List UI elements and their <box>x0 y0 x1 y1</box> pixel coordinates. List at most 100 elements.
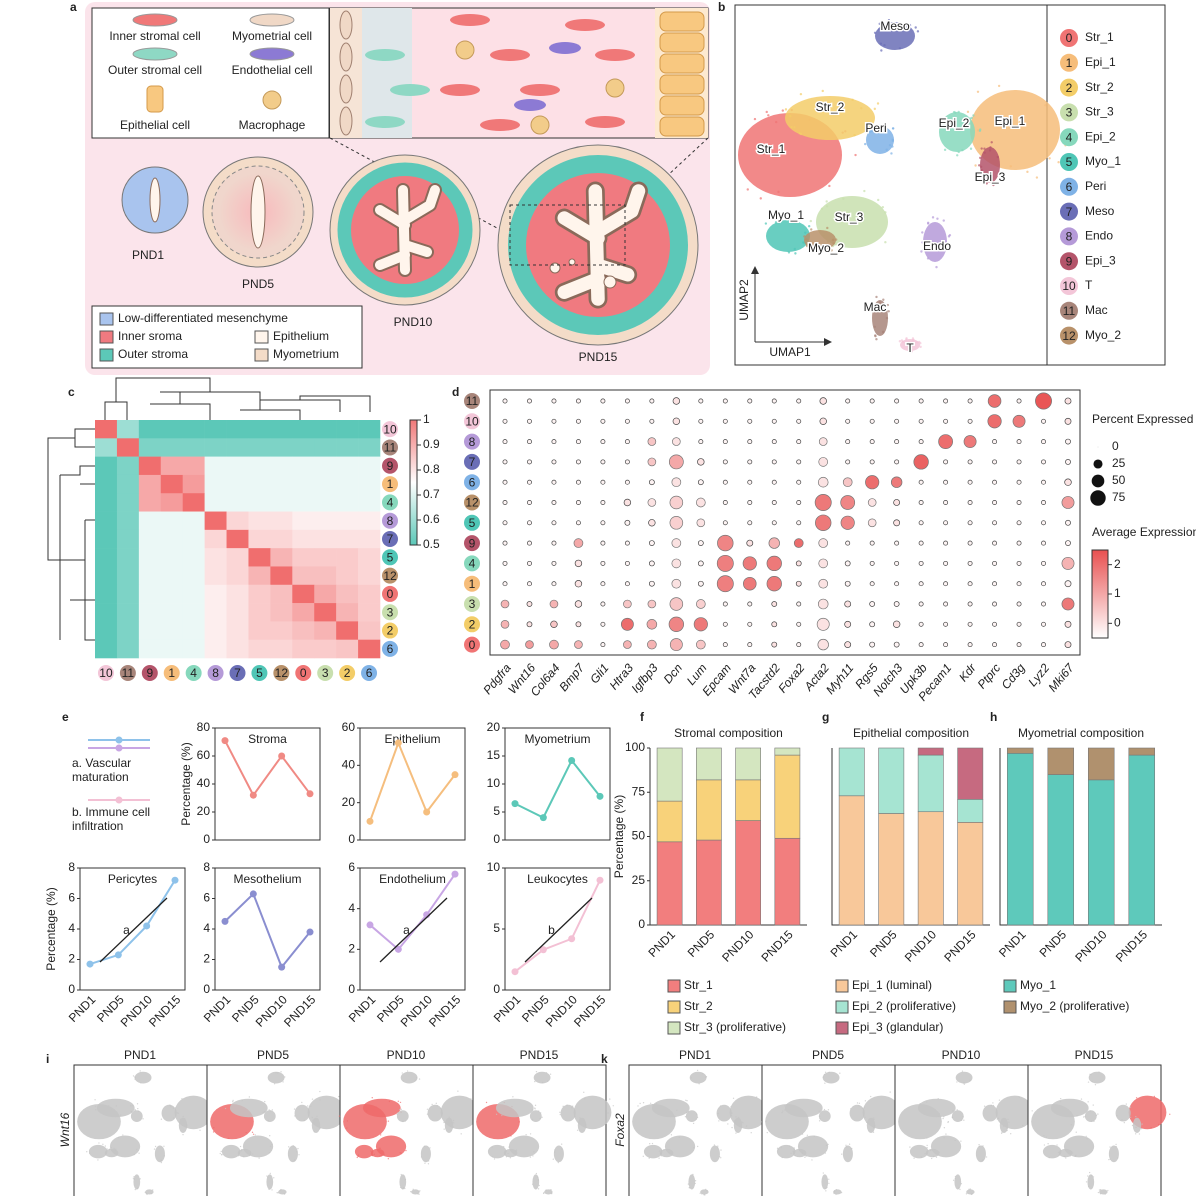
x-tick-label: PND15 <box>941 927 978 964</box>
heatmap-cell <box>160 420 183 439</box>
expression-dot <box>992 439 998 445</box>
cell-dot <box>268 1188 270 1191</box>
expression-dot <box>894 439 900 445</box>
cell-dot <box>951 1116 953 1118</box>
plot-frame <box>504 867 611 991</box>
cell-dot <box>1091 1174 1093 1177</box>
cell-dot <box>879 42 883 45</box>
cell-dot <box>917 340 921 344</box>
cell-dot <box>864 142 867 146</box>
col-label: 5 <box>256 666 263 680</box>
bar-segment <box>838 747 865 797</box>
heatmap-cell <box>95 474 118 494</box>
cell-dot <box>298 1154 300 1156</box>
cell-dot <box>860 106 863 110</box>
cell-dot <box>136 1148 138 1151</box>
y-tick-label: 6 <box>348 860 355 874</box>
expression-dot <box>890 476 903 488</box>
expression-dot <box>967 398 973 404</box>
expression-dot <box>747 621 753 627</box>
cell-dot <box>980 169 983 172</box>
legend-swatch <box>667 979 681 993</box>
panel-label: g <box>822 710 829 724</box>
cell-dot <box>887 310 890 313</box>
cell-dot <box>767 114 770 117</box>
tissue-swatch <box>254 348 269 362</box>
legend-point <box>115 796 123 804</box>
expression-dot <box>575 520 581 526</box>
expression-dot <box>722 479 728 485</box>
cell-dot <box>534 1104 537 1107</box>
cell-dot <box>878 22 881 26</box>
expression-dot <box>1065 540 1071 546</box>
expression-dot <box>747 642 753 648</box>
expression-dot <box>551 520 557 526</box>
cell-dot <box>307 1105 309 1107</box>
cell-dot <box>1108 1158 1110 1161</box>
heatmap-cell <box>138 511 162 531</box>
cell-dot <box>296 1151 298 1153</box>
cell-dot <box>1085 1181 1088 1183</box>
cell-dot <box>663 1149 665 1151</box>
cell-dot <box>183 1117 186 1120</box>
cell-dot <box>810 228 813 231</box>
expression-dot <box>623 640 632 649</box>
cell-dot <box>969 1079 971 1082</box>
cell-dot <box>1058 1154 1060 1156</box>
cell-dot <box>794 1154 796 1157</box>
heatmap-cell <box>160 456 183 476</box>
legend-marker <box>1060 53 1078 72</box>
cell-dot <box>983 147 986 150</box>
expression-dot <box>575 439 581 445</box>
expression-dot <box>671 538 682 548</box>
expression-dot <box>918 601 924 607</box>
cell-dot <box>266 1175 268 1177</box>
cell-dot <box>962 1116 964 1118</box>
expression-dot <box>845 398 851 404</box>
heatmap-cell <box>116 474 140 494</box>
cell-dot <box>938 1154 940 1156</box>
data-point <box>306 790 314 798</box>
heatmap-cell <box>248 621 271 640</box>
expression-dot <box>869 540 875 546</box>
cell-dot <box>891 139 895 143</box>
cell-dot <box>764 222 768 225</box>
cell-dot <box>264 1110 266 1113</box>
cell-dot <box>269 1110 272 1112</box>
expression-dot <box>992 621 998 627</box>
cell-cloud <box>821 1174 829 1190</box>
cell-dot <box>706 1189 708 1192</box>
expression-dot <box>943 459 949 465</box>
heatmap-cell <box>95 603 118 622</box>
bar-segment <box>735 747 761 781</box>
legend-id: 5 <box>1066 155 1073 169</box>
cell-dot <box>416 1077 418 1079</box>
heatmap-cell <box>358 603 381 622</box>
expression-dot <box>722 601 728 607</box>
cell-dot <box>794 252 797 255</box>
cell-dot <box>251 1153 254 1155</box>
expression-colorbar <box>1091 549 1109 639</box>
expression-dot <box>943 560 949 566</box>
expression-dot <box>771 479 777 485</box>
cell-dot <box>870 1095 872 1098</box>
heatmap-cell <box>292 603 315 622</box>
cell-dot <box>732 1097 735 1099</box>
heatmap-cell <box>270 566 293 586</box>
cell-dot <box>134 1109 136 1111</box>
outer-cell-icon <box>365 116 405 128</box>
cell-dot <box>649 1143 651 1145</box>
expression-dot <box>574 640 583 649</box>
cell-dot <box>448 1116 450 1118</box>
dendrogram <box>104 377 371 420</box>
expression-dot <box>892 620 901 628</box>
cell-dot <box>541 1081 544 1084</box>
cell-dot <box>269 1145 272 1147</box>
row-marker <box>382 439 398 456</box>
cell-dot <box>958 1187 960 1189</box>
lumen <box>149 177 161 223</box>
cell-dot <box>696 1145 699 1148</box>
y-tick-label: 8 <box>68 860 75 874</box>
cell-cloud <box>909 1144 929 1159</box>
cell-dot <box>1123 1121 1125 1124</box>
